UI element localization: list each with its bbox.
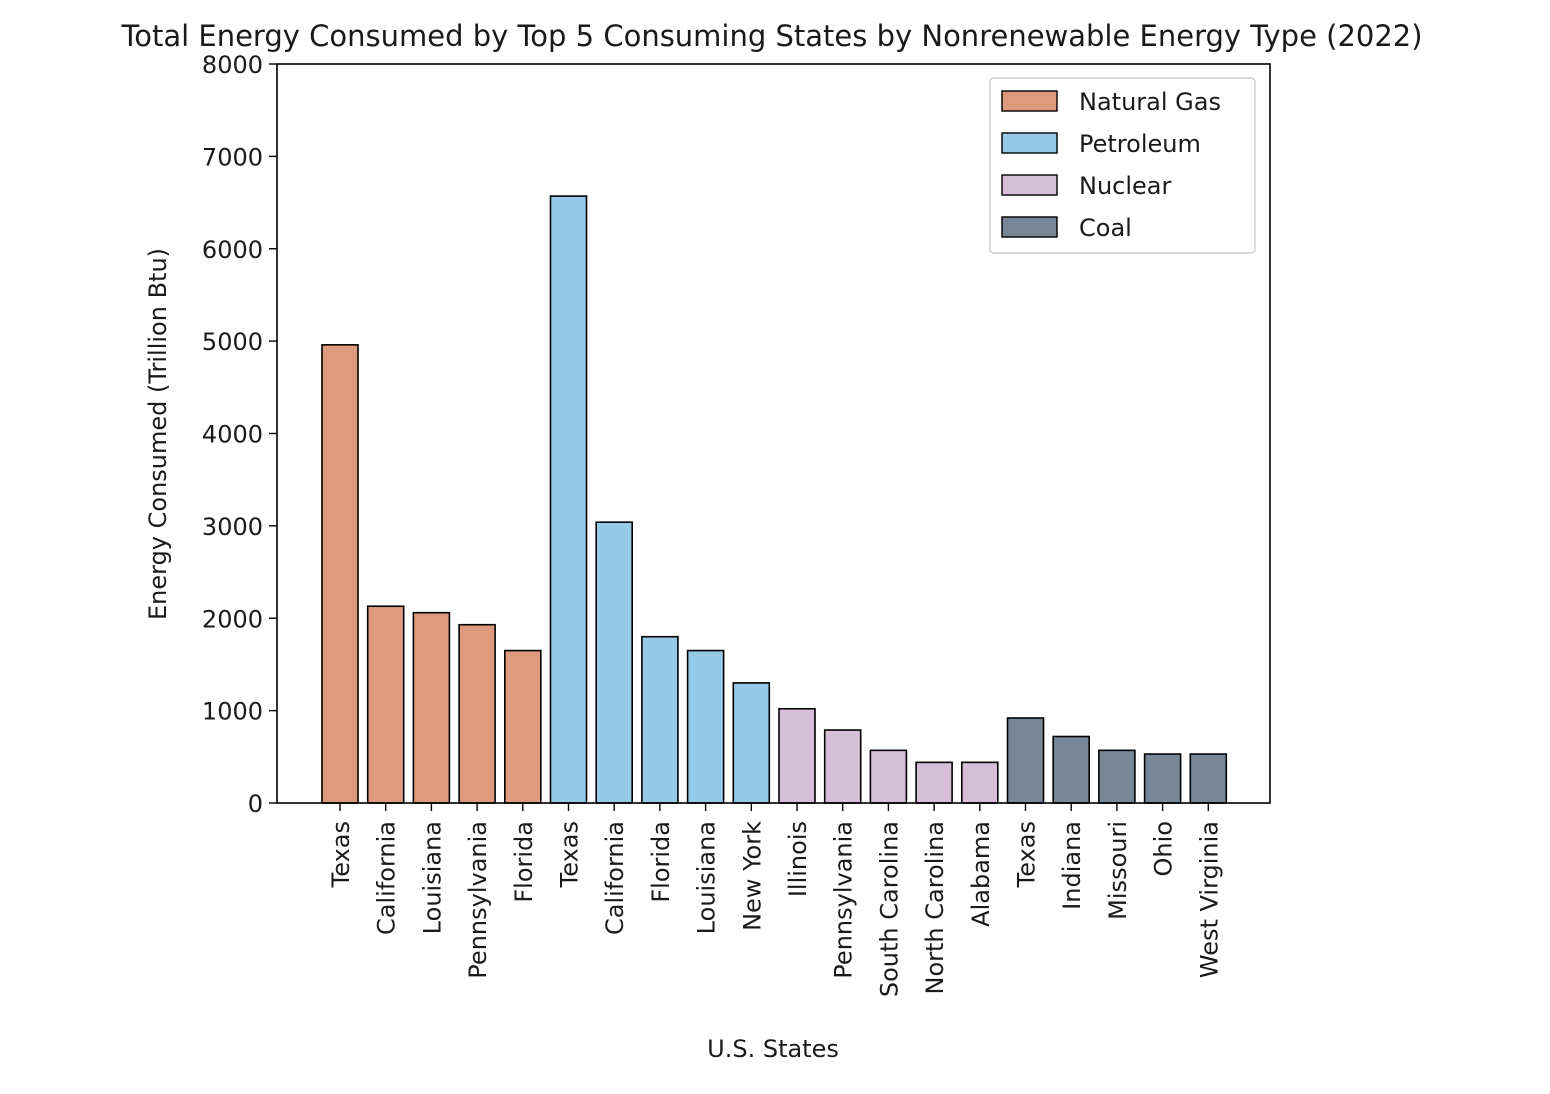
legend-label: Nuclear	[1079, 172, 1172, 200]
bar-petroleum-california	[595, 521, 634, 804]
bar-nuclear-south-carolina	[869, 749, 908, 804]
legend-label: Natural Gas	[1079, 88, 1221, 116]
bar-coal-ohio	[1143, 753, 1182, 804]
bar-petroleum-texas	[549, 195, 588, 804]
x-tick-label: Pennsylvania	[464, 821, 492, 979]
bar-natural-gas-pennsylvania	[458, 623, 496, 804]
bar-petroleum-florida	[641, 635, 679, 804]
bar-petroleum-new-york	[732, 682, 771, 804]
legend-box	[989, 77, 1256, 254]
y-tick-label: 6000	[202, 236, 263, 264]
x-tick-label: Texas	[556, 821, 584, 888]
y-tick-label: 1000	[202, 698, 263, 726]
bar-nuclear-pennsylvania	[823, 729, 862, 804]
x-tick-label: Indiana	[1058, 821, 1086, 910]
x-tick-label: Illinois	[784, 821, 812, 897]
y-tick-label: 5000	[202, 328, 263, 356]
legend-swatch-natural-gas	[1001, 90, 1058, 112]
legend-label: Coal	[1079, 214, 1132, 242]
x-tick-label: California	[601, 821, 629, 935]
legend: Natural Gas Petroleum Nuclear Coal	[989, 77, 1256, 254]
bar-coal-missouri	[1098, 749, 1136, 804]
bar-coal-west-virginia	[1189, 753, 1228, 804]
x-axis: Texas California Louisiana Pennsylvania Flor…	[327, 803, 1223, 997]
x-axis-label: U.S. States	[707, 1035, 839, 1063]
x-tick-label: Ohio	[1150, 821, 1178, 876]
y-tick-label: 4000	[202, 421, 263, 449]
bar-coal-texas	[1006, 717, 1045, 804]
x-tick-label: North Carolina	[921, 821, 949, 995]
x-tick-label: Missouri	[1104, 821, 1132, 920]
x-tick-label: California	[373, 821, 401, 935]
y-axis-label: Energy Consumed (Trillion Btu)	[144, 248, 172, 620]
x-tick-label: Alabama	[967, 821, 995, 927]
x-tick-label: Texas	[327, 821, 355, 888]
x-tick-label: Florida	[510, 821, 538, 903]
bar-nuclear-north-carolina	[915, 761, 953, 804]
legend-label: Petroleum	[1079, 130, 1201, 158]
legend-swatch-nuclear	[1001, 174, 1058, 196]
bar-nuclear-illinois	[778, 707, 816, 804]
legend-swatch-petroleum	[1001, 132, 1058, 154]
y-tick-label: 3000	[202, 513, 263, 541]
bar-natural-gas-florida	[503, 649, 542, 804]
bar-natural-gas-texas	[321, 344, 359, 804]
bar-natural-gas-louisiana	[412, 611, 451, 804]
y-tick-label: 8000	[202, 51, 263, 79]
y-tick-label: 7000	[202, 143, 263, 171]
x-tick-label: Florida	[647, 821, 675, 903]
legend-swatch-coal	[1001, 216, 1058, 238]
bar-coal-indiana	[1052, 735, 1090, 804]
bar-natural-gas-california	[366, 605, 405, 804]
bars-layer	[321, 195, 1228, 804]
x-tick-label: Pennsylvania	[830, 821, 858, 979]
x-tick-label: Louisiana	[418, 821, 446, 934]
y-axis: 0 1000 2000 3000 4000 5000 6000 7000 8000	[202, 51, 277, 818]
x-tick-label: South Carolina	[875, 821, 903, 997]
x-tick-label: Louisiana	[693, 821, 721, 934]
y-tick-label: 0	[248, 790, 263, 818]
bar-petroleum-louisiana	[686, 649, 725, 804]
x-tick-label: New York	[738, 821, 766, 931]
x-tick-label: West Virginia	[1195, 821, 1223, 978]
bar-nuclear-alabama	[960, 761, 999, 804]
y-tick-label: 2000	[202, 605, 263, 633]
chart-title: Total Energy Consumed by Top 5 Consuming…	[120, 19, 1422, 53]
x-tick-label: Texas	[1013, 821, 1041, 888]
plot-frame	[276, 63, 1271, 804]
